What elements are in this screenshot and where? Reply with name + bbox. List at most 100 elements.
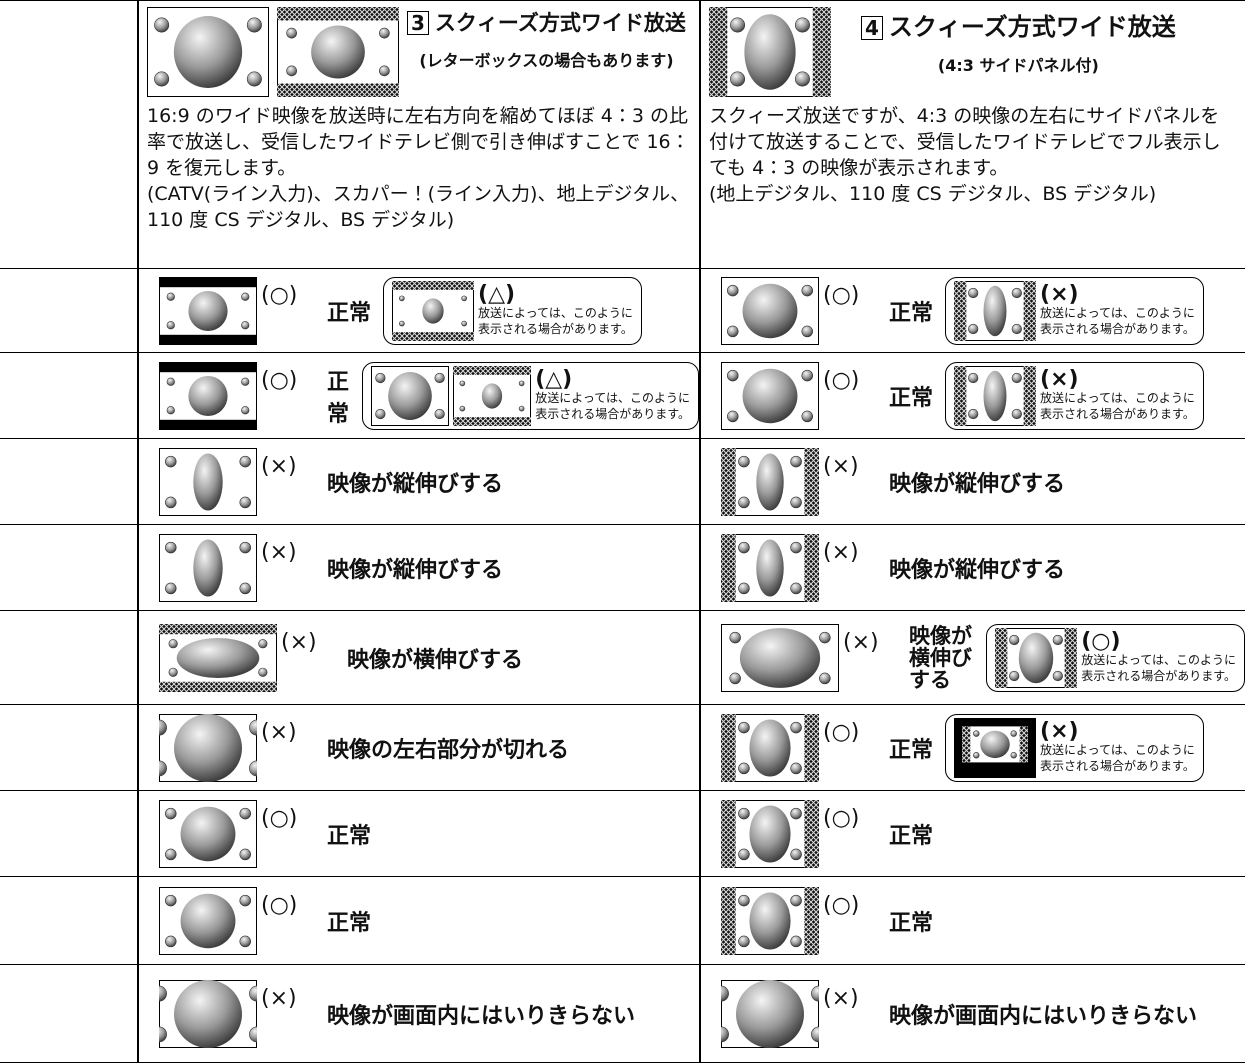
status-text: 映像が縦伸びする [889,557,1066,583]
status-text: 映像が縦伸びする [889,471,1066,497]
cell-content: (×) 映像が縦伸びする [139,533,698,602]
alt-mark: (×) [1040,366,1079,392]
cell-content: (○) 正常 [701,799,1245,868]
alt-mark: (×) [1040,718,1079,744]
screen-icon [721,713,819,782]
blank-cell [0,0,139,269]
table-cell: (○) 正常 [700,790,1245,877]
alt-text: (○) 放送によっては、このように 表示される場合があります。 [1081,630,1236,684]
cell-content: (×) 映像が画面内にはいりきらない [139,979,698,1048]
result-mark: (○) [823,282,860,308]
alt-note: 表示される場合があります。 [1040,321,1195,336]
status-text: 映像が横伸びする [909,623,972,692]
table-cell: (○) 正常 (×) 放送によっては、このように 表示される場合があります。 [700,704,1245,791]
screen-icon [159,623,277,692]
result-mark: (○) [823,367,860,393]
status-text: 映像の左右部分が切れる [327,737,570,763]
cell-content: (○) 正常 (×) 放送によっては、このように 表示される場合があります。 [701,361,1245,430]
alt-note: 表示される場合があります。 [535,406,690,421]
title-block: 3 スクィーズ方式ワイド放送 (レターボックスの場合もあります) [407,7,686,71]
alternative: (△) 放送によっては、このように 表示される場合があります。 [383,276,642,345]
blank-cell [0,876,139,965]
result-mark: (×) [261,453,297,479]
description-text: (地上デジタル、110 度 CS デジタル、BS デジタル) [709,183,1157,205]
alternative: (△) 放送によっては、このように 表示される場合があります。 [362,361,698,430]
result-mark: (×) [823,539,859,565]
screen-icon [159,276,257,345]
status-text: 映像が縦伸びする [327,471,504,497]
table-cell: (○) 正常 [138,790,701,877]
status-text: 正常 [889,385,934,411]
table-cell: (×) 映像が画面内にはいりきらない [138,964,701,1063]
blank-cell [0,352,139,439]
status-text: 正常 [327,300,372,326]
status-text: 正常 [327,823,372,849]
result-mark: (×) [281,629,317,655]
table-cell: (○) 正常 (△) 放送によっては、このように 表示される場合があります。 [138,268,701,353]
cell-content: (○) 正常 (△) 放送によっては、このように 表示される場合があります。 [139,276,698,345]
table-cell: (×) 映像が縦伸びする [700,438,1245,525]
blank-cell [0,268,139,353]
screen-icon [159,886,257,955]
result-mark: (×) [823,985,859,1011]
screen-icon [277,7,399,97]
header-row: 3 スクィーズ方式ワイド放送 (レターボックスの場合もあります) 16:9 のワイド映… [0,0,1245,269]
table-row: (×) 映像が縦伸びする (×) 映像が縦伸びする [0,524,1245,611]
screen-icon [371,365,450,426]
table-cell: (×) 映像が横伸びする (○) 放送によっては、このように 表示される場合があります。 [700,610,1245,705]
blank-cell [0,524,139,611]
screen-icon [709,7,831,97]
description-text: (CATV(ライン入力)、スカパー！(ライン入力)、地上デジタル、110 度 C… [147,183,690,231]
column-name: スクィーズ方式ワイド放送 [888,13,1176,41]
screen-icon [721,533,819,602]
cell-content: (○) 正常 [139,886,698,955]
column-number: 3 [407,11,429,35]
table-cell: (○) 正常 [700,876,1245,965]
alt-note: 表示される場合があります。 [1040,758,1195,773]
cell-content: (×) 映像が横伸びする (○) 放送によっては、このように 表示される場合があります。 [701,623,1245,692]
result-mark: (○) [261,367,298,393]
alternative: (×) 放送によっては、このように 表示される場合があります。 [945,713,1204,782]
screen-icon [392,280,475,341]
cell-content: (×) 映像が横伸びする [139,623,698,692]
alt-text: (△) 放送によっては、このように 表示される場合があります。 [535,368,690,422]
result-mark: (○) [261,282,298,308]
table-row: (×) 映像が横伸びする (×) 映像が横伸びする (○) 放送によっては、このように 表示… [0,610,1245,705]
cell-content: (○) 正常 (×) 放送によっては、このように 表示される場合があります。 [701,713,1245,782]
status-text: 映像が縦伸びする [327,557,504,583]
alternative: (×) 放送によっては、このように 表示される場合があります。 [945,361,1204,430]
screen-icon [995,627,1078,688]
column-title: 3 スクィーズ方式ワイド放送 [407,7,686,37]
screen-icon [159,713,257,782]
screen-icon [721,276,819,345]
screen-icon [954,280,1037,341]
cell-content: (○) 正常 [139,799,698,868]
alt-note: 放送によっては、このように [478,305,633,320]
cell-content: (×) 映像の左右部分が切れる [139,713,698,782]
cell-content: (×) 映像が縦伸びする [701,447,1245,516]
result-mark: (×) [261,719,297,745]
blank-cell [0,610,139,705]
result-mark: (○) [261,892,298,918]
screen-icon [954,717,1037,778]
cell-content: (○) 正常 (×) 放送によっては、このように 表示される場合があります。 [701,276,1245,345]
description: スクィーズ放送ですが、4:3 の映像の左右にサイドパネルを付けて放送することで、… [709,103,1237,207]
screen-icon [159,447,257,516]
table-cell: (×) 映像が縦伸びする [138,438,701,525]
alt-note: 放送によっては、このように [1081,652,1236,667]
header-top: 4 スクィーズ方式ワイド放送 (4:3 サイドパネル付) [709,7,1237,97]
result-mark: (×) [843,629,879,655]
screen-icon [721,979,819,1048]
status-text: 映像が画面内にはいりきらない [327,1003,636,1029]
cell-content: (×) 映像が縦伸びする [701,533,1245,602]
alt-note: 放送によっては、このように [1040,390,1195,405]
screen-icon [954,365,1037,426]
alt-text: (×) 放送によっては、このように 表示される場合があります。 [1040,283,1195,337]
alternative: (×) 放送によっては、このように 表示される場合があります。 [945,276,1204,345]
table-row: (×) 映像が画面内にはいりきらない (×) 映像が画面内にはいりきらない [0,964,1245,1063]
table-cell: (×) 映像が画面内にはいりきらない [700,964,1245,1063]
column-title: 4 スクィーズ方式ワイド放送 [861,7,1176,42]
description: 16:9 のワイド映像を放送時に左右方向を縮めてほぼ 4：3 の比率で放送し、受… [147,103,691,233]
result-mark: (×) [261,539,297,565]
